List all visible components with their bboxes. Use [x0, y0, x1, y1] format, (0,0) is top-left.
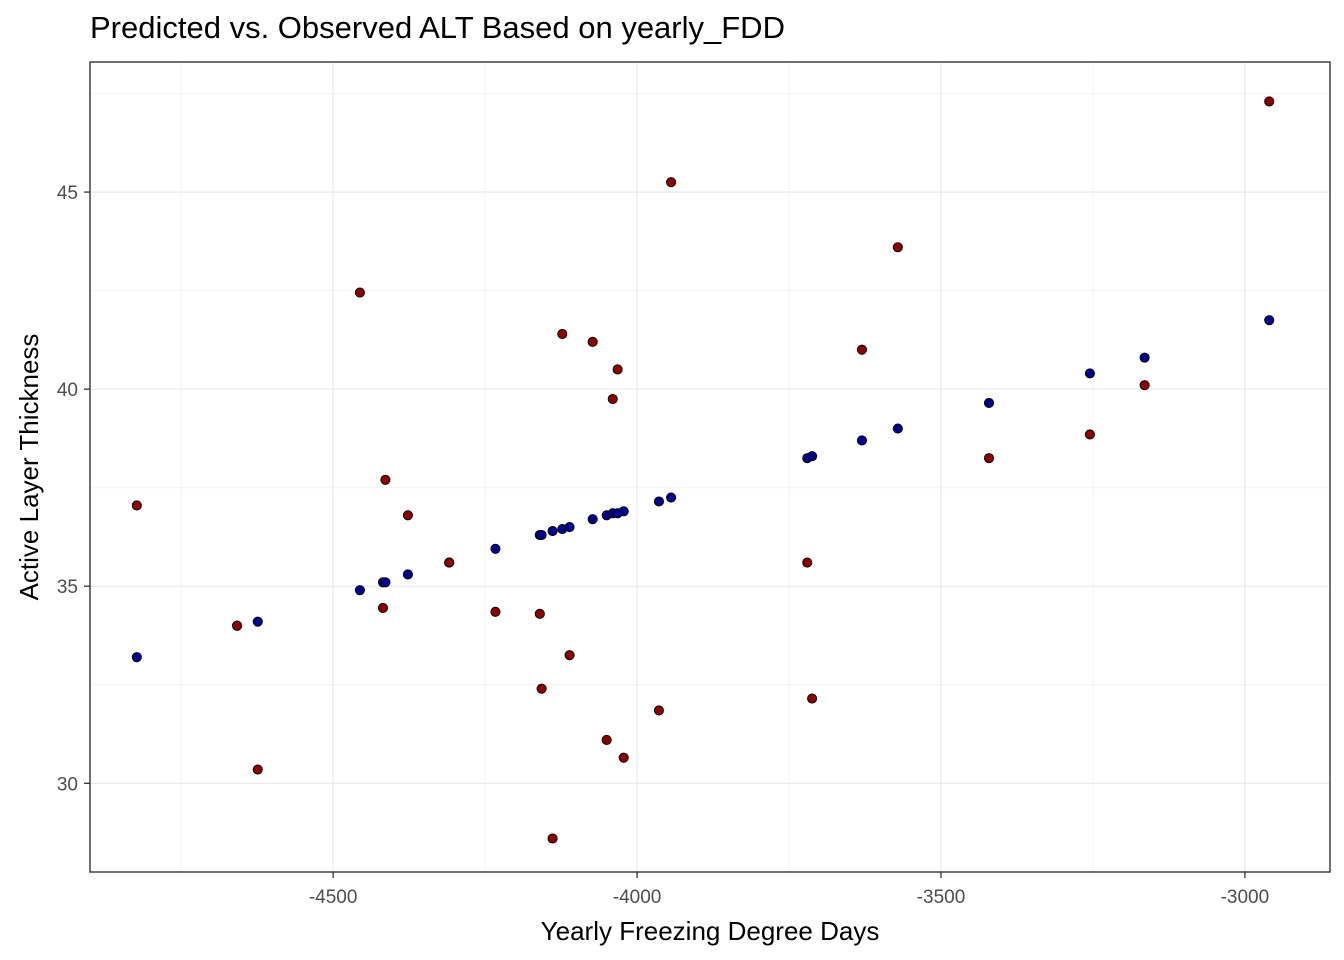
data-point	[856, 344, 868, 355]
data-point	[807, 451, 818, 462]
data-points	[131, 96, 1275, 844]
data-point	[1139, 380, 1150, 391]
data-point	[601, 734, 612, 746]
data-point	[536, 683, 547, 694]
data-point	[252, 616, 263, 627]
data-point	[666, 177, 677, 188]
data-point	[547, 833, 558, 844]
data-point	[1084, 429, 1095, 440]
data-point	[666, 492, 677, 503]
panel-border	[89, 61, 1331, 873]
data-point	[892, 423, 903, 434]
data-point	[653, 705, 664, 716]
data-point	[1264, 96, 1275, 107]
data-point	[587, 336, 598, 347]
y-axis-title: Active Layer Thickness	[14, 334, 44, 601]
data-point	[547, 526, 558, 537]
data-point	[564, 650, 575, 661]
data-point	[653, 496, 664, 507]
data-point	[377, 602, 389, 613]
data-point	[557, 328, 568, 340]
data-point	[490, 543, 501, 554]
data-point	[534, 608, 545, 619]
data-point	[232, 620, 243, 631]
data-point	[402, 569, 413, 580]
data-point	[402, 510, 413, 521]
y-tick-label: 45	[57, 183, 78, 204]
data-point	[1084, 368, 1095, 379]
data-point	[1264, 315, 1275, 326]
x-tick-label: -3500	[917, 887, 966, 908]
data-point	[983, 453, 995, 464]
x-tick-label: -4000	[613, 887, 662, 908]
data-point	[354, 585, 365, 596]
data-point	[444, 557, 455, 568]
y-tick-label: 35	[57, 577, 78, 598]
x-axis-title: Yearly Freezing Degree Days	[541, 916, 880, 946]
data-point	[892, 242, 903, 253]
axis-ticks	[84, 191, 1246, 878]
x-tick-label: -3000	[1221, 887, 1270, 908]
data-point	[131, 500, 142, 511]
data-point	[564, 522, 575, 533]
data-point	[380, 474, 391, 485]
chart-title: Predicted vs. Observed ALT Based on year…	[90, 10, 785, 45]
y-tick-label: 40	[57, 380, 78, 401]
data-point	[380, 577, 391, 588]
axis-tick-labels: -4500 -4000 -3500 -3000 30 35 40 45	[57, 183, 1269, 908]
data-point	[607, 393, 618, 405]
minor-gridlines	[90, 62, 1330, 872]
major-gridlines	[90, 62, 1330, 872]
data-point	[587, 514, 598, 525]
x-tick-label: -4500	[309, 887, 358, 908]
data-point	[1139, 352, 1150, 363]
data-point	[612, 364, 623, 375]
data-point	[354, 287, 365, 298]
data-point	[802, 557, 813, 568]
data-point	[252, 764, 263, 775]
data-point	[490, 606, 501, 617]
data-point	[807, 693, 818, 704]
data-point	[536, 529, 547, 541]
data-point	[856, 435, 868, 446]
data-point	[618, 506, 629, 517]
y-tick-label: 30	[57, 774, 78, 795]
data-point	[618, 752, 629, 763]
data-point	[983, 397, 995, 408]
data-point	[131, 652, 142, 663]
